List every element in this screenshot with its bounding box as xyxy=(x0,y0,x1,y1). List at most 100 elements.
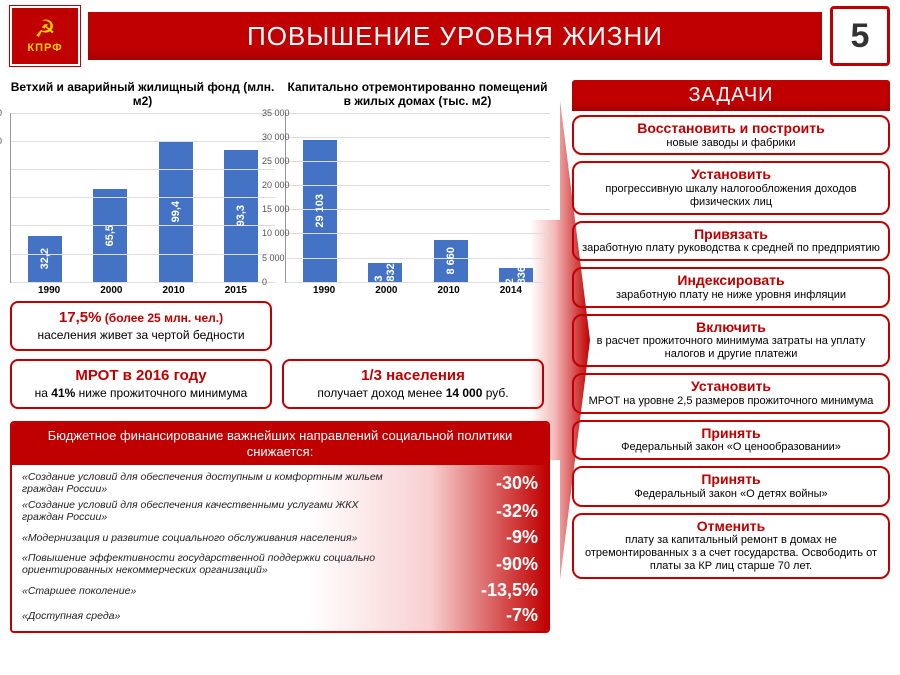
budget-row: «Модернизация и развитие социального обс… xyxy=(22,525,538,550)
task-body: Федеральный закон «О ценообразовании» xyxy=(582,441,880,454)
bar-value-label: 99,4 xyxy=(170,201,182,222)
stat-mrot: МРОТ в 2016 году на 41% ниже прожиточног… xyxy=(10,359,272,409)
budget-body: «Создание условий для обеспечения доступ… xyxy=(12,465,548,632)
task-body: заработную плату не ниже уровня инфляции xyxy=(582,289,880,302)
party-logo: ☭ КПРФ xyxy=(10,6,80,66)
bar: 93,3 xyxy=(224,150,258,282)
right-column: ЗАДАЧИ Восстановить и построитьновые зав… xyxy=(572,80,890,579)
chart-housing-stock: Ветхий и аварийный жилищный фонд (млн. м… xyxy=(10,80,275,295)
task-item: УстановитьМРОТ на уровне 2,5 размеров пр… xyxy=(572,373,890,413)
task-title: Принять xyxy=(582,471,880,488)
budget-row-name: «Модернизация и развитие социального обс… xyxy=(22,532,357,544)
header: ☭ КПРФ ПОВЫШЕНИЕ УРОВНЯ ЖИЗНИ 5 xyxy=(0,6,900,66)
task-body: МРОТ на уровне 2,5 размеров прожиточного… xyxy=(582,395,880,408)
stat-income-post: руб. xyxy=(482,386,508,400)
budget-row-pct: -30% xyxy=(458,473,538,494)
chart2-xlabels: 1990 2000 2010 2014 xyxy=(285,283,550,296)
budget-row: «Старшее поколение» -13,5% xyxy=(22,578,538,603)
bar-value-label: 29 103 xyxy=(314,194,326,228)
stat-income-lead: 1/3 населения xyxy=(361,367,465,384)
task-body: в расчет прожиточного минимума затраты н… xyxy=(582,335,880,361)
task-title: Установить xyxy=(582,378,880,395)
logo-text: КПРФ xyxy=(27,42,62,54)
budget-row-pct: -9% xyxy=(458,527,538,548)
bar: 3 832 xyxy=(368,263,402,282)
budget-header: Бюджетное финансирование важнейших напра… xyxy=(12,423,548,466)
bar-category-label: 2000 xyxy=(100,285,122,296)
bar-category-label: 2010 xyxy=(438,285,460,296)
stat-poverty: 17,5% (более 25 млн. чел.) населения жив… xyxy=(10,301,272,351)
task-item: Отменитьплату за капитальный ремонт в до… xyxy=(572,513,890,579)
budget-row-pct: -32% xyxy=(458,501,538,522)
task-title: Установить xyxy=(582,166,880,183)
budget-row-pct: -7% xyxy=(458,605,538,626)
budget-row: «Повышение эффективности государственной… xyxy=(22,550,538,578)
task-body: прогрессивную шкалу налогообложения дохо… xyxy=(582,183,880,209)
budget-row-name: «Повышение эффективности государственной… xyxy=(22,552,402,576)
budget-row-name: «Старшее поколение» xyxy=(22,585,136,597)
stat-mrot-strong: 41% xyxy=(51,386,75,400)
task-title: Привязать xyxy=(582,226,880,243)
page-number: 5 xyxy=(830,6,890,66)
budget-row-pct: -13,5% xyxy=(458,580,538,601)
budget-panel: Бюджетное финансирование важнейших напра… xyxy=(10,421,550,633)
task-item: ПринятьФедеральный закон «О детях войны» xyxy=(572,466,890,506)
stat-mrot-post: ниже прожиточного минимума xyxy=(75,386,247,400)
bar-value-label: 2 836 xyxy=(504,266,528,284)
bar-value-label: 93,3 xyxy=(235,205,247,226)
chart-renovation: Капитально отремонтированно помещений в … xyxy=(285,80,550,295)
stat-poverty-pct: 17,5% xyxy=(59,309,102,326)
bar: 65,5 xyxy=(93,189,127,282)
chart1-title: Ветхий и аварийный жилищный фонд (млн. м… xyxy=(10,80,275,109)
bar: 2 836 xyxy=(499,268,533,282)
stat-income: 1/3 населения получает доход менее 14 00… xyxy=(282,359,544,409)
bar-category-label: 1990 xyxy=(38,285,60,296)
task-body: новые заводы и фабрики xyxy=(582,137,880,150)
task-title: Индексировать xyxy=(582,272,880,289)
bar-value-label: 65,5 xyxy=(104,225,116,246)
hammer-sickle-icon: ☭ xyxy=(34,18,56,42)
charts-row: Ветхий и аварийный жилищный фонд (млн. м… xyxy=(10,80,550,295)
chart2-area: 05 00010 00015 00020 00025 00030 00035 0… xyxy=(285,113,550,283)
task-title: Отменить xyxy=(582,518,880,535)
budget-row: «Доступная среда» -7% xyxy=(22,603,538,628)
stat-mrot-lead: МРОТ в 2016 году xyxy=(75,367,206,384)
stat-poverty-count: (более 25 млн. чел.) xyxy=(105,311,223,325)
left-column: Ветхий и аварийный жилищный фонд (млн. м… xyxy=(10,80,550,633)
tasks-list: Восстановить и построитьновые заводы и ф… xyxy=(572,115,890,579)
tasks-header: ЗАДАЧИ xyxy=(572,80,890,111)
page-title: ПОВЫШЕНИЕ УРОВНЯ ЖИЗНИ xyxy=(88,12,822,60)
bar-category-label: 2014 xyxy=(500,285,522,296)
bar-value-label: 3 832 xyxy=(373,263,397,282)
budget-row-pct: -90% xyxy=(458,554,538,575)
task-item: Индексироватьзаработную плату не ниже ур… xyxy=(572,267,890,307)
budget-row-name: «Доступная среда» xyxy=(22,610,120,622)
bar-category-label: 1990 xyxy=(313,285,335,296)
stat-boxes-row2: МРОТ в 2016 году на 41% ниже прожиточног… xyxy=(10,359,550,409)
budget-row: «Создание условий для обеспечения качест… xyxy=(22,497,538,525)
budget-row: «Создание условий для обеспечения доступ… xyxy=(22,469,538,497)
chart1-area: 02040608010012032,265,599,493,3 xyxy=(10,113,275,283)
stat-income-pre: получает доход менее xyxy=(317,386,442,400)
task-body: плату за капитальный ремонт в домах не о… xyxy=(582,534,880,573)
bar-category-label: 2010 xyxy=(163,285,185,296)
budget-row-name: «Создание условий для обеспечения качест… xyxy=(22,499,402,523)
task-body: Федеральный закон «О детях войны» xyxy=(582,488,880,501)
bar: 99,4 xyxy=(159,141,193,282)
bar-category-label: 2000 xyxy=(375,285,397,296)
task-item: Привязатьзаработную плату руководства к … xyxy=(572,221,890,261)
bar-value-label: 8 660 xyxy=(445,247,457,275)
task-item: Включитьв расчет прожиточного минимума з… xyxy=(572,314,890,367)
stat-boxes-row1: 17,5% (более 25 млн. чел.) населения жив… xyxy=(10,301,550,351)
chart1-xlabels: 1990200020102015 xyxy=(10,283,275,296)
task-title: Включить xyxy=(582,319,880,336)
bar-value-label: 32,2 xyxy=(39,248,51,269)
stat-income-strong: 14 000 xyxy=(446,386,483,400)
task-body: заработную плату руководства к средней п… xyxy=(582,242,880,255)
stat-mrot-pre: на xyxy=(35,386,52,400)
bar: 29 103 xyxy=(303,140,337,281)
chart2-title: Капитально отремонтированно помещений в … xyxy=(285,80,550,109)
task-item: Установитьпрогрессивную шкалу налогообло… xyxy=(572,161,890,214)
task-title: Восстановить и построить xyxy=(582,120,880,137)
bar: 32,2 xyxy=(28,236,62,282)
